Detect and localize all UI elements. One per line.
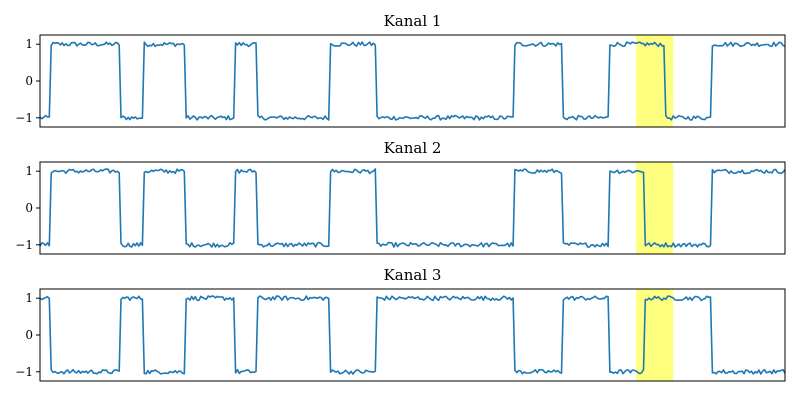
y-tick-label: 1	[25, 291, 33, 305]
y-tick-label: −1	[15, 111, 33, 125]
series-line-1	[39, 41, 786, 121]
series-line-1	[39, 168, 786, 248]
chart-panel-2: 1 0 −1 Kanal 2	[15, 139, 786, 255]
highlight-region	[636, 162, 674, 254]
y-tick-label: −1	[15, 365, 33, 379]
series-line-1	[39, 295, 786, 375]
chart-panel-1: 1 0 −1 Kanal 1	[15, 12, 786, 128]
y-tick-label: 1	[25, 164, 33, 178]
y-tick-label: 1	[25, 37, 33, 51]
chart-title: Kanal 2	[384, 139, 442, 157]
highlight-region	[636, 289, 674, 381]
y-tick-label: 0	[25, 74, 33, 88]
chart-title: Kanal 1	[384, 12, 442, 30]
y-tick-label: 0	[25, 328, 33, 342]
y-tick-label: −1	[15, 238, 33, 252]
chart-panel-3: 1 0 −1 Kanal 3	[15, 266, 786, 382]
highlight-region	[636, 35, 674, 127]
y-tick-label: 0	[25, 201, 33, 215]
chart-title: Kanal 3	[384, 266, 442, 284]
